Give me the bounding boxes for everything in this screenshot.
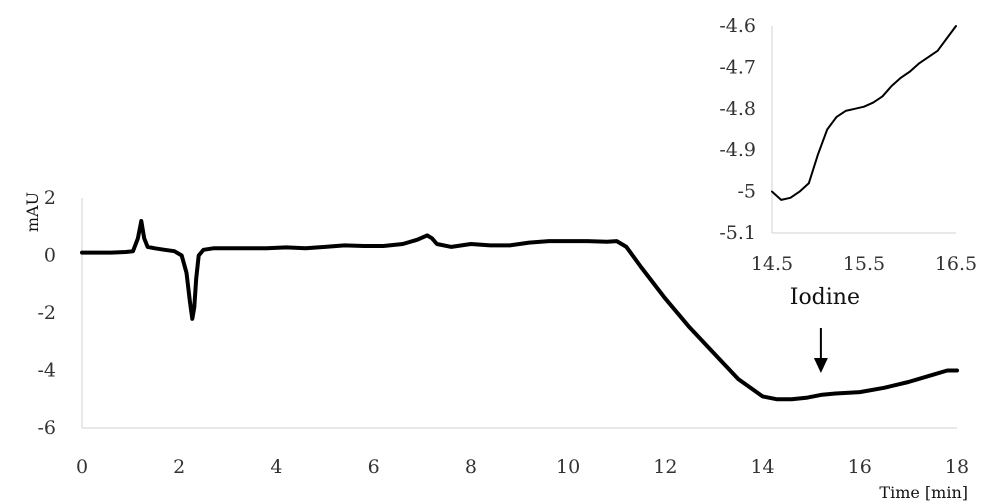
main-y-tick-label: -6 <box>37 417 56 439</box>
main-x-tick-label: 10 <box>556 456 580 478</box>
main-x-tick-label: 6 <box>368 456 380 478</box>
main-y-axis-title: mAU <box>23 192 42 232</box>
main-x-tick-label: 18 <box>945 456 969 478</box>
inset-series-line <box>771 25 957 201</box>
main-series-line <box>80 219 959 402</box>
inset-y-tick-label: -5 <box>737 181 756 203</box>
inset-y-tick-label: -4.8 <box>719 98 756 120</box>
main-x-tick-label: 2 <box>173 456 185 478</box>
inset-chart: -4.6 -4.7 -4.8 -4.9 -5 -5.1 14.5 15.5 16.5 <box>719 15 977 275</box>
inset-y-tick-label: -4.7 <box>719 56 756 78</box>
main-y-tick-label: -4 <box>37 360 56 382</box>
inset-x-tick-label: 14.5 <box>751 253 793 275</box>
main-x-tick-label: 12 <box>653 456 677 478</box>
main-x-tick-label: 8 <box>465 456 477 478</box>
main-x-axis-title: Time [min] <box>879 483 968 502</box>
main-x-tick-label: 4 <box>270 456 282 478</box>
iodine-annotation-label: Iodine <box>790 285 860 310</box>
main-x-tick-label: 0 <box>76 456 88 478</box>
main-tick-labels: 2 0 -2 -4 -6 0 2 4 6 8 10 12 14 16 18 <box>37 187 969 478</box>
main-x-tick-label: 14 <box>750 456 774 478</box>
main-chart: 2 0 -2 -4 -6 0 2 4 6 8 10 12 14 16 18 mAU Time [min] I… <box>23 187 969 502</box>
inset-y-tick-label: -4.6 <box>719 15 756 37</box>
main-y-tick-label: -2 <box>37 302 56 324</box>
inset-x-tick-label: 16.5 <box>935 253 977 275</box>
inset-y-tick-label: -5.1 <box>719 222 756 244</box>
main-x-tick-label: 16 <box>848 456 872 478</box>
inset-y-tick-label: -4.9 <box>719 139 756 161</box>
iodine-annotation-arrowhead <box>813 358 828 373</box>
main-y-tick-label: 0 <box>44 245 56 267</box>
inset-tick-labels: -4.6 -4.7 -4.8 -4.9 -5 -5.1 14.5 15.5 16.5 <box>719 15 977 275</box>
main-y-tick-label: 2 <box>44 187 56 209</box>
inset-x-tick-label: 15.5 <box>843 253 885 275</box>
